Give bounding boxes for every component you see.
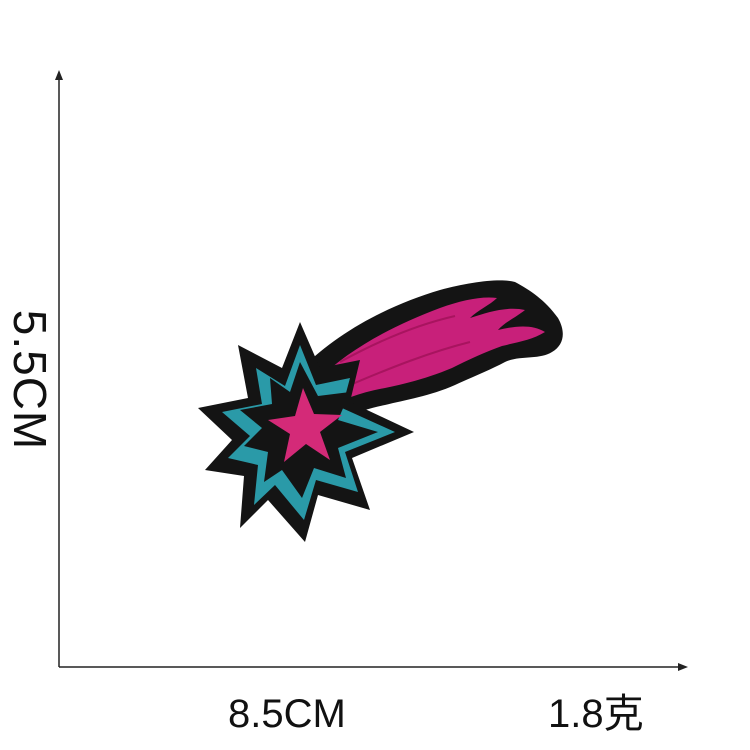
weight-label: 1.8克 xyxy=(548,692,644,736)
vertical-axis-arrow xyxy=(55,70,63,80)
star-center xyxy=(268,388,342,462)
width-dimension-label: 8.5CM xyxy=(228,692,346,736)
horizontal-axis-arrow xyxy=(678,663,688,671)
tail-streak-2 xyxy=(349,341,471,386)
height-dimension-label: 5.5CM xyxy=(4,309,56,451)
tail-streak-1 xyxy=(339,315,456,363)
